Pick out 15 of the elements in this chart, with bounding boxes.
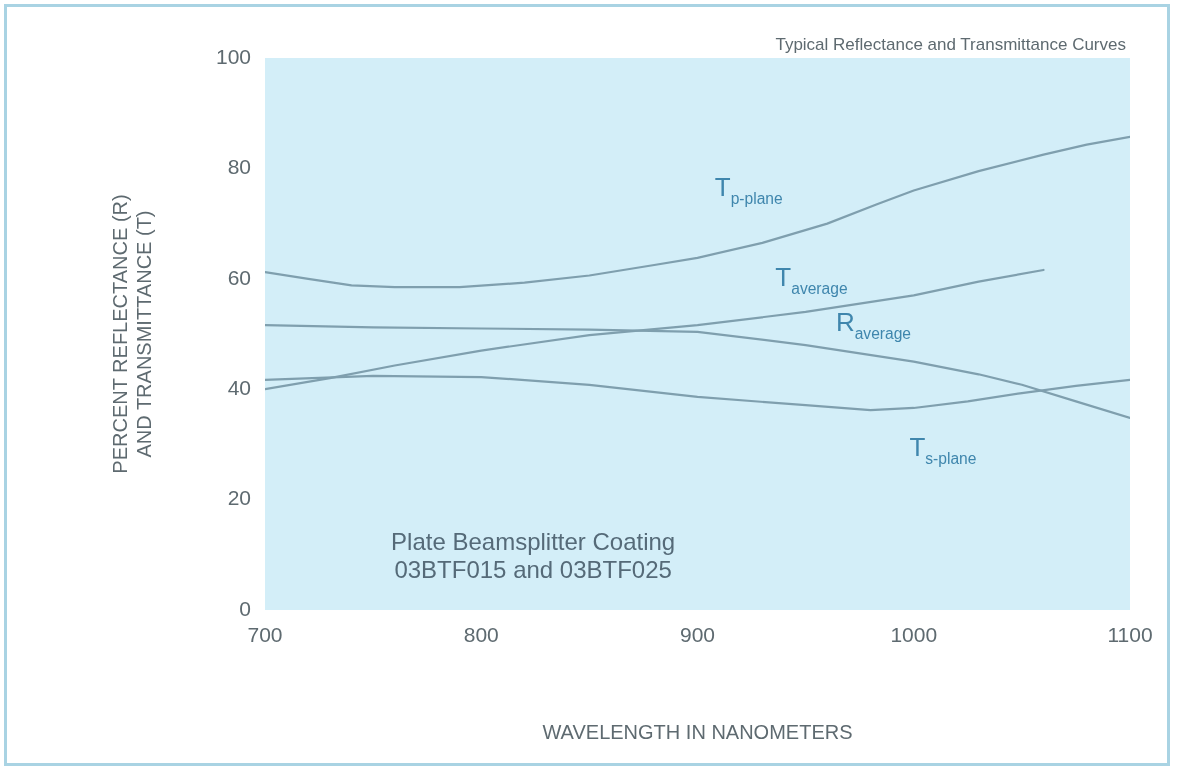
x-tick-label: 700 xyxy=(247,623,283,647)
y-axis-title: PERCENT REFLECTANCE (R) AND TRANSMITTANCE (T) xyxy=(108,194,155,474)
x-tick-label: 800 xyxy=(463,623,499,647)
x-axis-title: WAVELENGTH IN NANOMETERS xyxy=(542,720,853,743)
chart-title: Typical Reflectance and Transmittance Curves xyxy=(775,35,1126,54)
y-tick-label: 40 xyxy=(227,376,251,399)
y-tick-label: 80 xyxy=(227,155,251,179)
annotation: Plate Beamsplitter Coating 03BTF015 and 03BTF025 xyxy=(391,528,676,583)
y-tick-label: 0 xyxy=(239,596,251,620)
x-tick-label: 900 xyxy=(679,623,716,647)
y-tick-label: 100 xyxy=(215,44,251,68)
x-tick-label: 1100 xyxy=(1107,623,1153,647)
y-tick-label: 60 xyxy=(227,265,251,289)
y-tick-label: 20 xyxy=(227,486,251,510)
x-tick-label: 1000 xyxy=(890,623,938,647)
